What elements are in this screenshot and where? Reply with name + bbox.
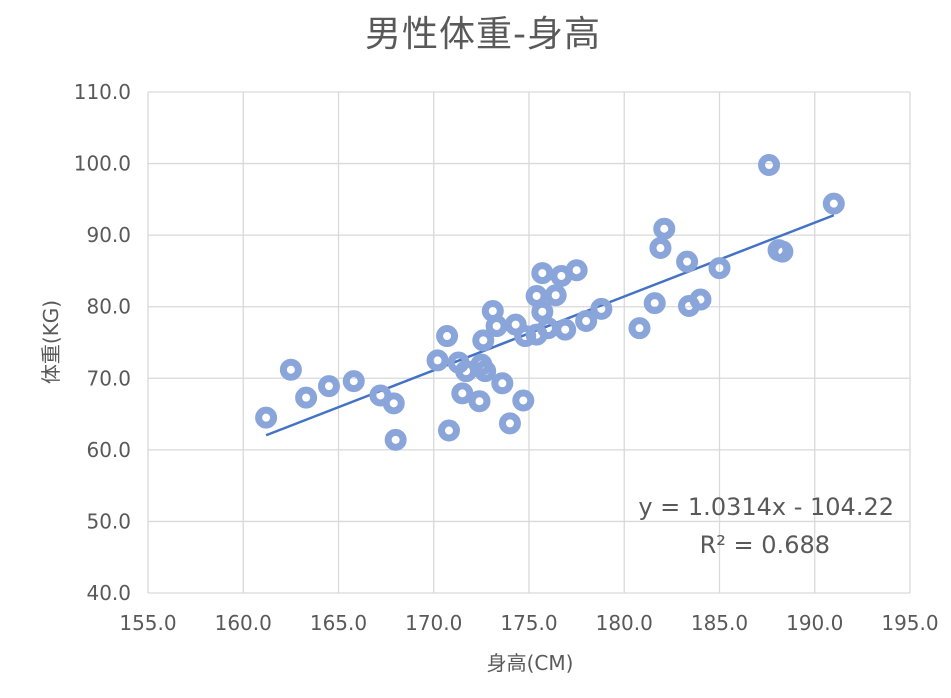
data-point — [590, 297, 613, 320]
data-point — [628, 317, 651, 340]
y-tick-label: 40.0 — [86, 581, 131, 605]
data-point — [472, 329, 495, 352]
data-point — [451, 382, 474, 405]
x-tick-label: 155.0 — [119, 611, 176, 635]
y-tick-label: 90.0 — [86, 223, 131, 247]
x-tick-label: 180.0 — [596, 611, 653, 635]
y-tick-label: 70.0 — [86, 366, 131, 390]
data-point — [255, 406, 278, 429]
chart-title: 男性体重-身高 — [365, 14, 601, 55]
data-point — [498, 412, 521, 435]
data-point — [554, 318, 577, 341]
data-point — [758, 154, 781, 177]
data-point — [436, 325, 459, 348]
data-point — [531, 262, 554, 285]
data-point — [384, 428, 407, 451]
data-point — [279, 358, 302, 381]
data-point — [643, 292, 666, 315]
data-point — [649, 237, 672, 260]
data-point — [491, 372, 514, 395]
data-point — [382, 392, 405, 415]
data-point — [653, 217, 676, 240]
x-tick-label: 175.0 — [500, 611, 557, 635]
x-tick-label: 160.0 — [215, 611, 272, 635]
data-points — [255, 154, 845, 451]
y-axis-label: 体重(KG) — [39, 300, 63, 384]
y-tick-label: 110.0 — [74, 80, 131, 104]
x-tick-label: 170.0 — [405, 611, 462, 635]
r-squared-label: R² = 0.688 — [700, 531, 830, 559]
x-tick-label: 185.0 — [691, 611, 748, 635]
data-point — [295, 386, 318, 409]
y-tick-label: 80.0 — [86, 295, 131, 319]
trendline-equation: y = 1.0314x - 104.22 — [638, 493, 894, 521]
x-axis-label: 身高(CM) — [487, 651, 574, 675]
y-tick-labels: 40.0 50.0 60.0 70.0 80.0 90.0 100.0 110.0 — [74, 80, 131, 605]
y-tick-label: 100.0 — [74, 152, 131, 176]
data-point — [544, 284, 567, 307]
data-point — [575, 310, 598, 333]
data-point — [537, 317, 560, 340]
data-point — [426, 349, 449, 372]
data-point — [342, 370, 365, 393]
x-tick-label: 195.0 — [881, 611, 938, 635]
data-point — [822, 192, 845, 215]
data-point — [437, 419, 460, 442]
x-tick-label: 165.0 — [310, 611, 367, 635]
data-point — [689, 288, 712, 311]
data-point — [512, 389, 535, 412]
y-tick-label: 60.0 — [86, 438, 131, 462]
trendline — [265, 214, 835, 437]
data-point — [565, 259, 588, 282]
data-point — [468, 390, 491, 413]
data-point — [317, 375, 340, 398]
x-tick-labels: 155.0 160.0 165.0 170.0 175.0 180.0 185.0 190.0… — [119, 611, 938, 635]
x-tick-label: 190.0 — [786, 611, 843, 635]
data-point — [676, 250, 699, 273]
data-point — [771, 240, 794, 263]
data-point — [531, 300, 554, 323]
data-point — [708, 257, 731, 280]
data-point — [474, 360, 497, 383]
data-point — [485, 315, 508, 338]
y-tick-label: 50.0 — [86, 509, 131, 533]
